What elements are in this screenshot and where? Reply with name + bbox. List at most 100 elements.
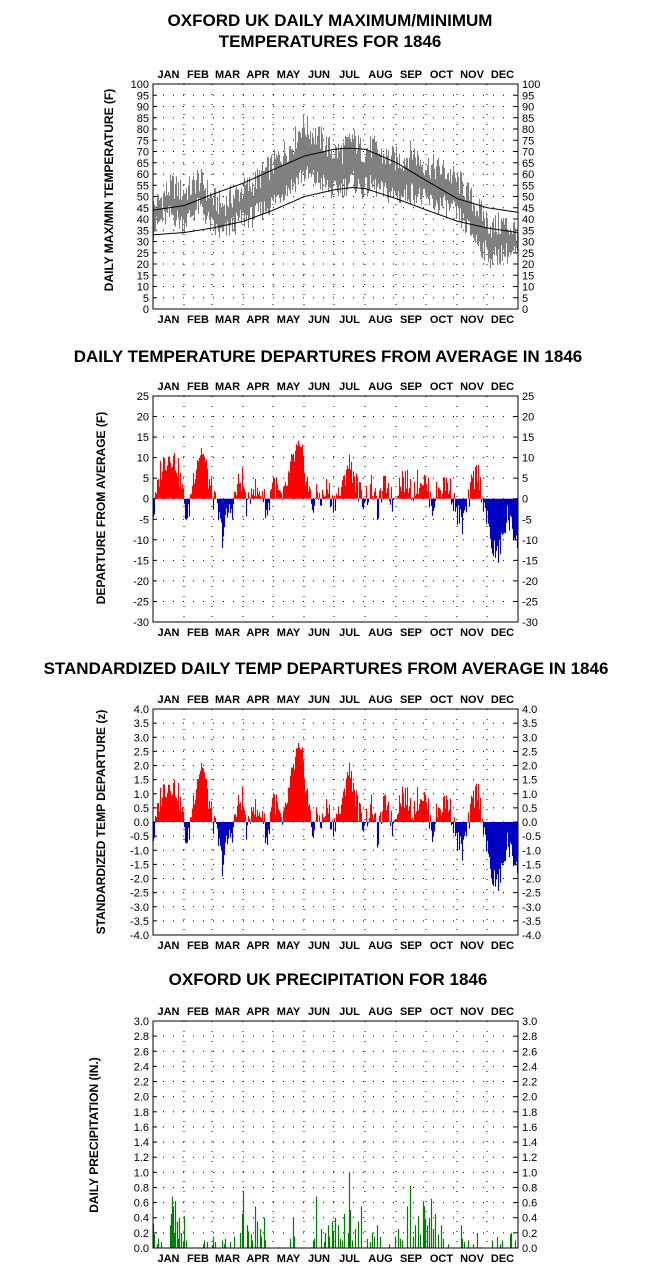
chart4-ytick-right-13: 2.6	[522, 1046, 537, 1058]
chart3-month-top-3: APR	[246, 694, 269, 706]
chart4-month-top-1: FEB	[187, 1006, 209, 1018]
chart2-month-top-8: SEP	[400, 381, 422, 393]
chart3-month-bottom-10: NOV	[460, 940, 485, 952]
chart4-ytick-left-13: 2.6	[134, 1046, 149, 1058]
chart1-month-bottom-2: MAR	[215, 314, 240, 326]
chart4-month-top-10: NOV	[460, 1006, 485, 1018]
chart3-ytick-left-11: 1.5	[134, 775, 149, 787]
chart1-ytick-left-16: 80	[137, 124, 149, 136]
chart3-ytick-right-3: -2.5	[522, 888, 541, 900]
chart1-ytick-left-0: 0	[143, 304, 149, 316]
chart4-ytick-right-5: 1.0	[522, 1167, 537, 1179]
chart3-ytick-right-1: -3.5	[522, 916, 541, 928]
chart4-ylabel: DAILY PRECIPITATION (IN.)	[87, 1057, 101, 1213]
chart2-month-top-4: MAY	[277, 381, 301, 393]
chart2-ytick-right-4: -10	[522, 535, 538, 547]
chart2-ytick-right-8: 10	[522, 453, 534, 465]
chart2-ytick-right-6: 0	[522, 494, 528, 506]
chart3-month-top-1: FEB	[187, 694, 209, 706]
chart1-ytick-right-17: 85	[522, 113, 534, 125]
chart3-ytick-left-8: 0.0	[134, 817, 149, 829]
chart3-ytick-right-6: -1.0	[522, 845, 541, 857]
chart2-plot: -30 -30 -25 -25 -20 -20 -15 -15 -10 -10 -5 -5 0 0 5 5 10…	[133, 381, 538, 639]
chart3-month-bottom-9: OCT	[430, 940, 454, 952]
chart4-ytick-left-10: 2.0	[134, 1092, 149, 1104]
chart1-ytick-left-8: 40	[137, 214, 149, 226]
chart1-ytick-left-5: 25	[137, 248, 149, 260]
chart3-month-bottom-1: FEB	[187, 940, 209, 952]
chart3-ytick-left-12: 2.0	[134, 761, 149, 773]
chart3-month-top-11: DEC	[491, 694, 514, 706]
chart3-month-bottom-0: JAN	[157, 940, 179, 952]
chart1-border	[152, 83, 519, 310]
chart3-ytick-right-10: 1.0	[522, 789, 537, 801]
chart4-month-top-7: AUG	[368, 1006, 392, 1018]
chart3-month-top-5: JUN	[308, 694, 330, 706]
chart4-month-top-6: JUL	[339, 1006, 360, 1018]
chart4-ytick-left-1: 0.2	[134, 1228, 149, 1240]
chart4-ytick-left-2: 0.4	[134, 1213, 149, 1225]
chart3-month-bottom-7: AUG	[368, 940, 392, 952]
chart1-month-top-9: OCT	[430, 69, 454, 81]
chart1-ytick-left-3: 15	[137, 270, 149, 282]
chart4-border	[152, 1020, 519, 1249]
chart-precipitation: OXFORD UK PRECIPITATION FOR 1846 DAILY P…	[87, 970, 537, 1265]
chart4-ytick-left-14: 2.8	[134, 1031, 149, 1043]
chart2-month-bottom-9: OCT	[430, 627, 454, 639]
chart2-month-bottom-0: JAN	[157, 627, 179, 639]
chart2-ytick-right-1: -25	[522, 596, 538, 608]
chart1-ytick-left-7: 35	[137, 225, 149, 237]
chart1-month-bottom-8: SEP	[400, 314, 422, 326]
chart1-ytick-right-18: 90	[522, 102, 534, 114]
chart2-ytick-left-2: -20	[133, 576, 149, 588]
chart1-ytick-right-3: 15	[522, 270, 534, 282]
chart1-ytick-right-15: 75	[522, 135, 534, 147]
chart4-grid	[153, 1021, 518, 1248]
chart3-bars	[152, 742, 519, 891]
chart2-ytick-left-11: 25	[137, 391, 149, 403]
chart3-month-top-10: NOV	[460, 694, 485, 706]
chart2-month-top-11: DEC	[491, 381, 514, 393]
chart2-month-top-6: JUL	[339, 381, 360, 393]
chart1-ytick-right-9: 45	[522, 203, 534, 215]
chart1-ytick-left-2: 10	[137, 282, 149, 294]
chart3-ytick-right-8: 0.0	[522, 817, 537, 829]
chart1-month-bottom-5: JUN	[308, 314, 330, 326]
chart2-month-bottom-1: FEB	[187, 627, 209, 639]
chart1-month-top-8: SEP	[400, 69, 422, 81]
chart3-ytick-left-3: -2.5	[130, 888, 149, 900]
chart4-ytick-right-15: 3.0	[522, 1016, 537, 1028]
chart1-normal-max-line	[153, 147, 518, 213]
chart1-month-bottom-4: MAY	[277, 314, 301, 326]
chart2-ytick-right-0: -30	[522, 617, 538, 629]
chart4-ytick-right-8: 1.6	[522, 1122, 537, 1134]
chart1-month-top-6: JUL	[339, 69, 360, 81]
chart4-ytick-right-11: 2.2	[522, 1077, 537, 1089]
chart1-ytick-right-12: 60	[522, 169, 534, 181]
chart1-month-bottom-3: APR	[246, 314, 269, 326]
chart4-ytick-left-4: 0.8	[134, 1182, 149, 1194]
chart4-bars	[152, 1172, 517, 1248]
chart1-month-top-3: APR	[246, 69, 269, 81]
chart3-ytick-right-9: 0.5	[522, 803, 537, 815]
chart4-ytick-left-3: 0.6	[134, 1198, 149, 1210]
chart3-month-bottom-2: MAR	[215, 940, 240, 952]
chart1-normal-min-line	[153, 186, 518, 236]
chart1-ytick-left-14: 70	[137, 147, 149, 159]
chart4-ytick-left-9: 1.8	[134, 1107, 149, 1119]
chart1-ylabel: DAILY MAX/MIN TEMPERATURE (F)	[102, 89, 116, 291]
chart4-month-top-2: MAR	[215, 1006, 240, 1018]
chart2-month-bottom-3: APR	[246, 627, 269, 639]
chart4-ytick-left-6: 1.2	[134, 1152, 149, 1164]
chart1-ytick-left-11: 55	[137, 180, 149, 192]
chart1-ytick-right-0: 0	[522, 304, 528, 316]
chart4-ytick-right-0: 0.0	[522, 1243, 537, 1255]
chart1-ytick-left-20: 100	[131, 79, 149, 91]
chart2-month-bottom-6: JUL	[339, 627, 360, 639]
chart3-plot: -4.0 -4.0 -3.5 -3.5 -3.0 -3.0 -2.5 -2.5 -2.0 -2.0…	[130, 694, 541, 952]
chart1-month-top-1: FEB	[187, 69, 209, 81]
chart1-month-top-10: NOV	[460, 69, 485, 81]
chart4-ytick-left-12: 2.4	[134, 1061, 149, 1073]
chart3-ytick-left-5: -1.5	[130, 859, 149, 871]
chart2-month-top-3: APR	[246, 381, 269, 393]
